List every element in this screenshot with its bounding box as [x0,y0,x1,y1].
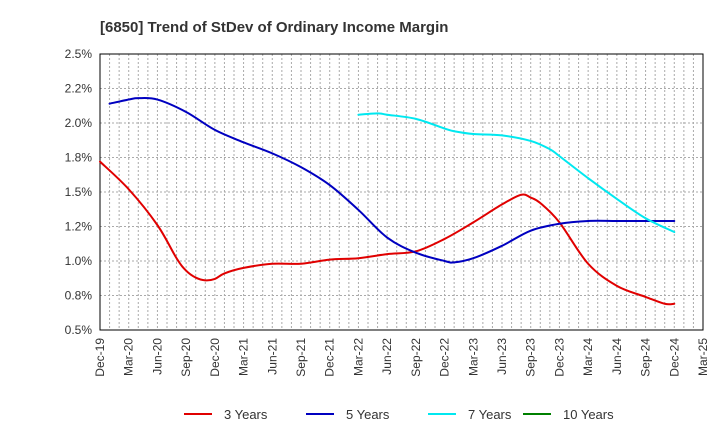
x-tick-label: Sep-24 [639,338,653,377]
y-tick-label: 0.8% [65,289,93,303]
legend-label: 7 Years [468,407,512,422]
x-tick-label: Jun-20 [150,338,164,375]
y-tick-label: 1.2% [65,220,93,234]
legend: 3 Years 5 Years 7 Years 10 Years [184,407,614,422]
series-lines [99,96,676,306]
x-tick-label: Dec-23 [552,338,566,377]
y-tick-label: 1.5% [65,185,93,199]
y-axis-ticks: 0.5% 0.8% 1.0% 1.2% 1.5% 1.8% 2.0% 2.2% 2.5% [65,47,93,337]
x-tick-label: Sep-23 [524,338,538,377]
x-tick-label: Mar-25 [696,338,710,376]
x-tick-label: Dec-21 [323,338,337,377]
x-tick-label: Sep-20 [179,338,193,377]
x-tick-label: Sep-21 [294,338,308,377]
y-tick-label: 0.5% [65,323,93,337]
x-tick-label: Mar-23 [466,338,480,376]
x-tick-label: Jun-24 [610,338,624,375]
series-line-5-years [108,96,676,264]
x-tick-label: Mar-20 [122,338,136,376]
legend-label: 3 Years [224,407,268,422]
x-tick-label: Dec-22 [438,338,452,377]
grid [100,53,703,331]
x-tick-label: Jun-22 [380,338,394,375]
x-tick-label: Dec-24 [667,338,681,377]
y-tick-label: 2.2% [65,82,93,96]
series-line-3-years [99,160,676,306]
x-tick-label: Jun-21 [265,338,279,375]
x-axis-ticks: Dec-19 Mar-20 Jun-20 Sep-20 Dec-20 Mar-21 Jun-… [93,338,710,377]
plot-border [99,53,704,331]
y-tick-label: 2.5% [65,47,93,61]
x-tick-label: Mar-22 [351,338,365,376]
x-tick-label: Mar-21 [237,338,251,376]
x-tick-label: Sep-22 [409,338,423,377]
series-line-7-years [357,112,676,234]
chart-title: [6850] Trend of StDev of Ordinary Income… [100,19,448,36]
y-tick-label: 1.8% [65,151,93,165]
y-tick-label: 1.0% [65,254,93,268]
legend-label: 10 Years [563,407,614,422]
x-tick-label: Dec-19 [93,338,107,377]
x-tick-label: Mar-24 [581,338,595,376]
x-tick-label: Dec-20 [208,338,222,377]
legend-label: 5 Years [346,407,390,422]
x-tick-label: Jun-23 [495,338,509,375]
y-tick-label: 2.0% [65,116,93,130]
